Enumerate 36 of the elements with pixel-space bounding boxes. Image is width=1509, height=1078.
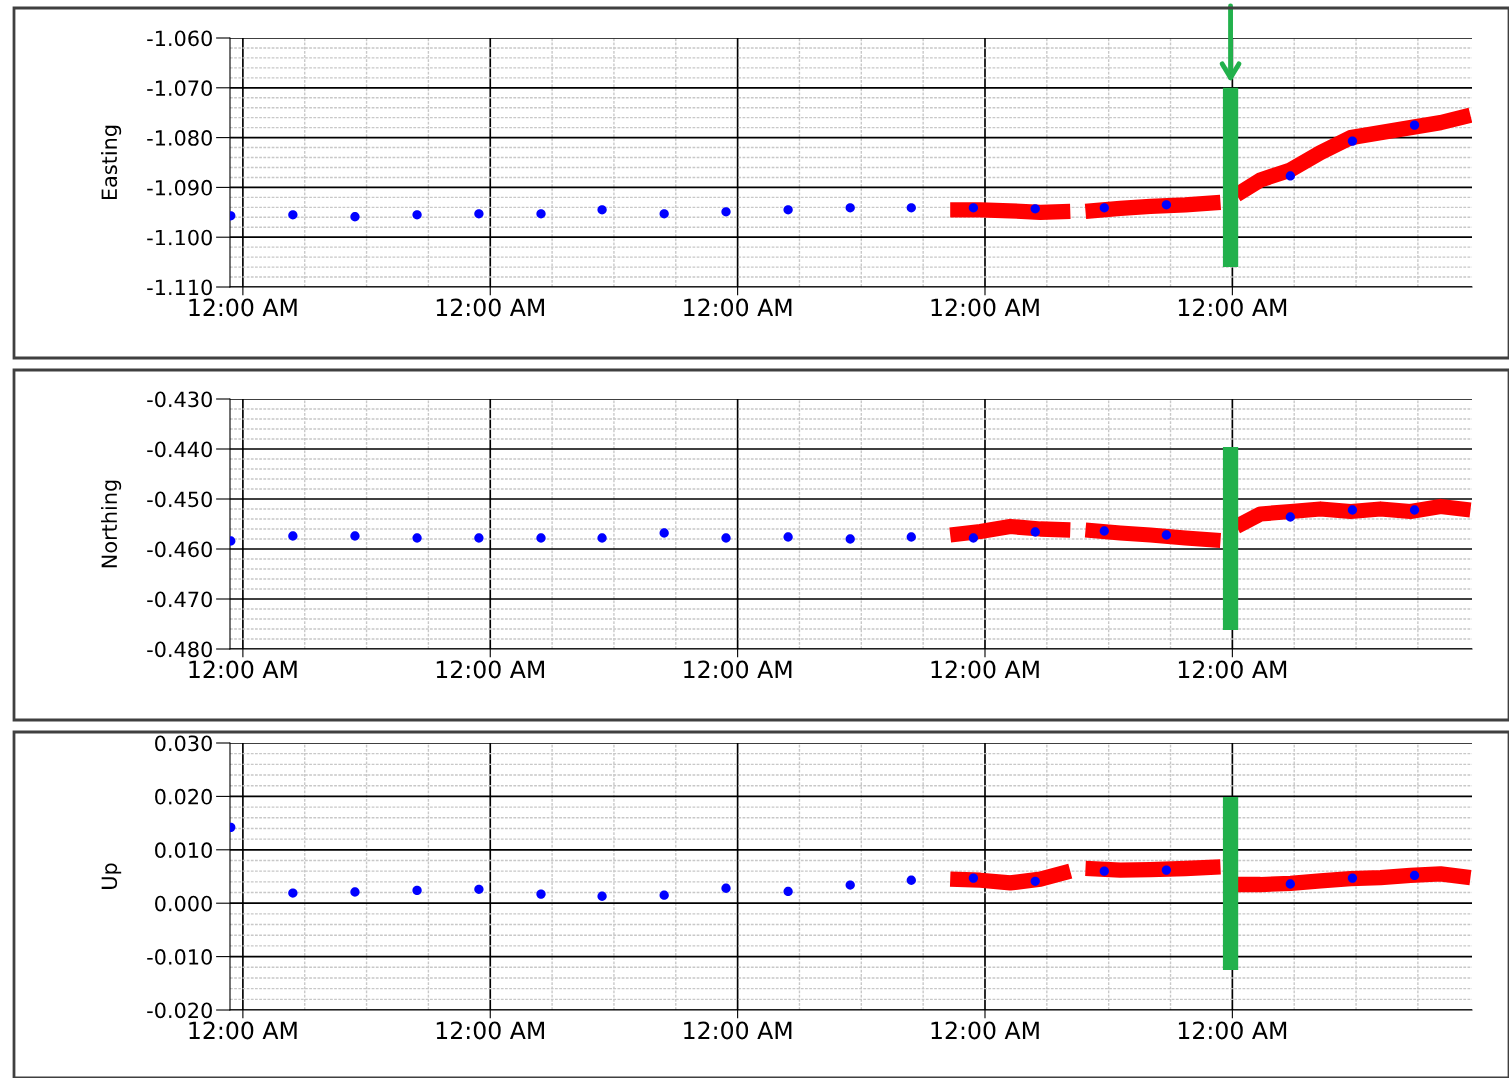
y-tick-label: -1.070: [147, 80, 212, 97]
x-tick-label: 12:00 AM: [189, 660, 297, 679]
y-tick-label: -1.060: [147, 30, 212, 47]
x-tick-label: 12:00 AM: [684, 1021, 792, 1040]
x-tick-label: 12:00 AM: [189, 1021, 297, 1040]
y-tick-label: -1.080: [147, 130, 212, 146]
y-tick-label: -1.110: [147, 279, 212, 296]
y-tick-label: 0.010: [155, 842, 212, 859]
x-tick-label: 12:00 AM: [1178, 1021, 1287, 1040]
x-tick-label: 12:00 AM: [189, 298, 297, 317]
y-axis-title: Up: [101, 863, 122, 889]
y-tick-label: 0.030: [155, 735, 212, 752]
x-tick-label: 12:00 AM: [931, 660, 1039, 679]
x-tick-label: 12:00 AM: [931, 298, 1039, 317]
x-tick-label: 12:00 AM: [1178, 298, 1287, 317]
y-axis-title: Northing: [101, 480, 122, 568]
x-tick-label: 12:00 AM: [436, 660, 544, 679]
y-tick-label: 0.020: [155, 788, 212, 805]
y-tick-label: -0.450: [147, 491, 212, 508]
y-tick-label: 0.000: [155, 895, 212, 912]
x-tick-label: 12:00 AM: [931, 1021, 1039, 1040]
y-tick-label: -1.090: [147, 179, 212, 196]
y-tick-label: -0.470: [147, 591, 212, 608]
y-tick-label: -0.430: [147, 391, 212, 408]
y-tick-label: -0.440: [147, 441, 212, 458]
x-tick-label: 12:00 AM: [436, 298, 544, 317]
y-tick-label: -0.480: [147, 641, 212, 658]
x-tick-label: 12:00 AM: [684, 660, 792, 679]
y-tick-label: -0.010: [147, 949, 212, 965]
y-tick-label: -0.460: [147, 541, 212, 558]
x-tick-label: 12:00 AM: [436, 1021, 544, 1040]
y-axis-title: Easting: [101, 125, 122, 200]
y-tick-label: -1.100: [147, 229, 212, 246]
x-tick-label: 12:00 AM: [684, 298, 792, 317]
x-tick-label: 12:00 AM: [1178, 660, 1287, 679]
y-tick-label: -0.020: [147, 1002, 212, 1019]
